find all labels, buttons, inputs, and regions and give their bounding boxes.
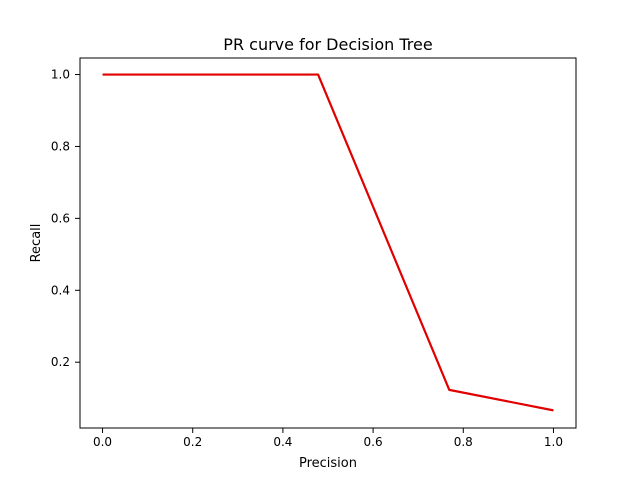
y-tick-label: 0.6 (51, 211, 70, 225)
pr-curve-line (102, 73, 554, 412)
series-layer (102, 73, 554, 412)
x-axis-label: Precision (299, 456, 357, 471)
y-axis-label: Recall (29, 224, 44, 263)
y-tick-label: 1.0 (51, 68, 70, 82)
x-tick-label: 0.8 (454, 435, 473, 449)
y-tick-label: 0.8 (51, 139, 70, 153)
x-tick-label: 0.0 (93, 435, 112, 449)
x-tick-label: 0.2 (183, 435, 202, 449)
x-tick-label: 1.0 (544, 435, 563, 449)
axes-frame (79, 57, 577, 429)
y-tick-label: 0.4 (51, 283, 70, 297)
y-axis-ticks: 0.2 0.4 0.6 0.8 1.0 (51, 68, 80, 369)
y-tick-label: 0.2 (51, 355, 70, 369)
x-tick-label: 0.6 (364, 435, 383, 449)
chart-title: PR curve for Decision Tree (223, 35, 432, 54)
x-axis-ticks: 0.0 0.2 0.4 0.6 0.8 1.0 (93, 428, 563, 449)
x-tick-label: 0.4 (273, 435, 292, 449)
plot-area (79, 57, 577, 429)
